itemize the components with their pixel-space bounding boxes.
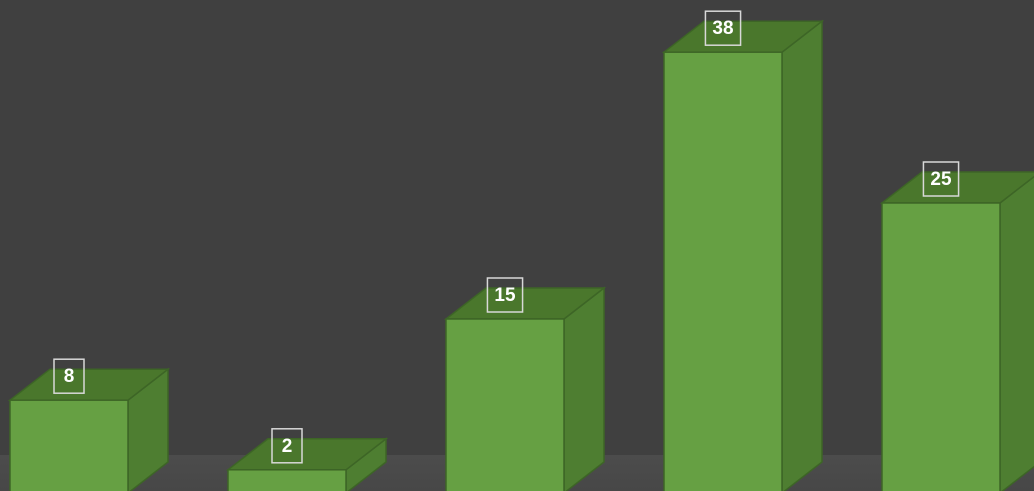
bar-group	[7, 367, 171, 491]
data-label-box	[922, 161, 960, 197]
data-label: 38	[712, 18, 733, 39]
bar-group	[225, 437, 389, 491]
data-label-box	[486, 277, 524, 313]
data-label: 8	[64, 366, 75, 387]
bar-side	[563, 286, 605, 491]
bar-side	[781, 19, 823, 491]
data-label: 15	[494, 285, 516, 306]
bar	[9, 399, 129, 491]
bar	[227, 469, 347, 491]
data-label: 2	[282, 436, 293, 457]
bar	[881, 202, 1001, 491]
data-label-box	[704, 10, 742, 46]
bar-group	[443, 286, 607, 491]
data-label-box	[271, 428, 303, 464]
data-label-box	[53, 358, 85, 394]
data-label: 25	[930, 169, 952, 190]
bar-side	[999, 175, 1034, 491]
bar-group	[661, 19, 825, 491]
bar	[445, 318, 565, 491]
bar-group	[879, 171, 1034, 491]
bar	[663, 51, 783, 491]
